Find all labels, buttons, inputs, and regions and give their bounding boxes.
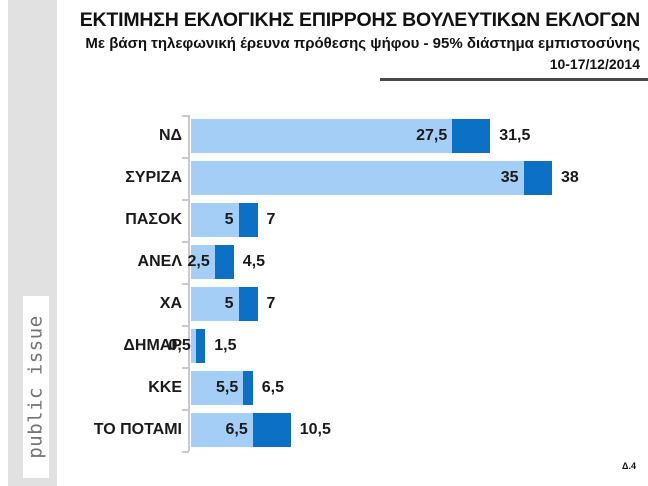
axis-tick [182,283,189,285]
lower-value-label: 27,5 [416,127,448,144]
category-label: ΑΝΕΛ [137,253,182,270]
confidence-interval-segment [252,413,291,447]
chart-subtitle: Με βάση τηλεφωνική έρευνα πρόθεσης ψήφου… [85,35,640,53]
bar-row: ΝΔ 27,5 31,5 [0,115,648,157]
estimate-range-bar [191,287,239,321]
estimate-range-bar [191,245,215,279]
estimate-range-bar [191,371,244,405]
bar-row: ΑΝΕΛ 2,5 4,5 [0,241,648,283]
category-label: ΤΟ ΠΟΤΑΜΙ [93,421,182,438]
bar-row: ΚΚΕ 5,5 6,5 [0,367,648,409]
bar-row: ΧΑ 5 7 [0,283,648,325]
header-divider-line [380,78,648,81]
header: ΕΚΤΙΜΗΣΗ ΕΚΛΟΓΙΚΗΣ ΕΠΙΡΡΟΗΣ ΒΟΥΛΕΥΤΙΚΩΝ … [68,9,640,72]
estimate-range-bar [191,161,524,195]
y-axis-line [188,115,190,451]
lower-value-label: 6,5 [225,421,248,438]
category-label: ΚΚΕ [148,379,182,396]
confidence-interval-segment [243,371,253,405]
estimate-range-bar [191,119,453,153]
axis-tick [182,451,189,453]
lower-value-label: 0,5 [168,337,191,354]
category-label: ΧΑ [159,295,182,312]
lower-value-label: 2,5 [187,253,210,270]
bar-row: ΣΥΡΙΖΑ 35 38 [0,157,648,199]
lower-value-label: 5 [224,211,234,228]
axis-tick [182,115,189,117]
upper-value-label: 7 [266,211,276,228]
estimate-range-bar [191,329,196,363]
confidence-interval-segment [214,245,234,279]
upper-value-label: 38 [561,169,579,186]
lower-value-label: 5,5 [216,379,239,396]
category-label: ΔΗΜΑΡ [123,337,182,354]
upper-value-label: 31,5 [499,127,531,144]
slide-number-label: Δ.4 [622,461,636,471]
upper-value-label: 4,5 [242,253,265,270]
category-label: ΣΥΡΙΖΑ [125,169,182,186]
axis-tick [182,157,189,159]
confidence-interval-segment [523,161,552,195]
bar-row: ΔΗΜΑΡ 0,5 1,5 [0,325,648,367]
confidence-interval-segment [452,119,491,153]
category-label: ΝΔ [158,127,182,144]
public-issue-logo: public issue [23,296,49,478]
axis-tick [182,199,189,201]
category-label: ΠΑΣΟΚ [125,211,182,228]
confidence-interval-segment [195,329,206,363]
axis-tick [182,325,189,327]
date-range: 10-17/12/2014 [549,56,640,73]
lower-value-label: 5 [224,295,234,312]
upper-value-label: 6,5 [261,379,284,396]
lower-value-label: 35 [500,169,519,186]
bar-row: ΤΟ ΠΟΤΑΜΙ 6,5 10,5 [0,409,648,451]
axis-tick [182,367,189,369]
estimate-range-bar [191,203,239,237]
bar-row: ΠΑΣΟΚ 5 7 [0,199,648,241]
confidence-interval-segment [238,203,258,237]
chart-title: ΕΚΤΙΜΗΣΗ ΕΚΛΟΓΙΚΗΣ ΕΠΙΡΡΟΗΣ ΒΟΥΛΕΥΤΙΚΩΝ … [79,9,640,31]
axis-tick [182,409,189,411]
upper-value-label: 1,5 [214,337,237,354]
upper-value-label: 7 [266,295,276,312]
estimate-range-bar [191,413,253,447]
axis-tick [182,241,189,243]
confidence-interval-segment [238,287,258,321]
upper-value-label: 10,5 [299,421,331,438]
